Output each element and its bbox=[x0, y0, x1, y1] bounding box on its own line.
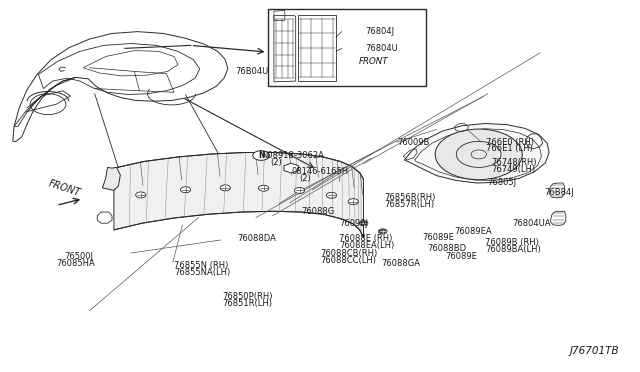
Text: 76089BA(LH): 76089BA(LH) bbox=[485, 245, 541, 254]
Text: 76088CB(RH): 76088CB(RH) bbox=[320, 249, 377, 258]
Text: 76085HA: 76085HA bbox=[56, 259, 95, 268]
Circle shape bbox=[348, 199, 358, 205]
Text: 766E0 (RH): 766E0 (RH) bbox=[486, 138, 534, 147]
Text: 76B84J: 76B84J bbox=[544, 188, 573, 197]
Text: 76804UA: 76804UA bbox=[512, 219, 550, 228]
Polygon shape bbox=[404, 124, 549, 183]
Text: N08918-3062A: N08918-3062A bbox=[261, 151, 324, 160]
Circle shape bbox=[220, 185, 230, 191]
Text: (2): (2) bbox=[299, 174, 310, 183]
Text: 08146-6165H: 08146-6165H bbox=[292, 167, 349, 176]
Text: FRONT: FRONT bbox=[358, 57, 388, 65]
Text: 76748(RH): 76748(RH) bbox=[492, 158, 537, 167]
Text: 76856R(RH): 76856R(RH) bbox=[384, 193, 435, 202]
Text: 76088GA: 76088GA bbox=[381, 259, 420, 268]
Circle shape bbox=[136, 192, 146, 198]
Circle shape bbox=[359, 221, 368, 226]
Text: 76088G: 76088G bbox=[301, 207, 334, 216]
Polygon shape bbox=[114, 153, 364, 237]
Text: 76855NA(LH): 76855NA(LH) bbox=[174, 268, 230, 277]
Polygon shape bbox=[102, 167, 120, 190]
Text: 76855N (RH): 76855N (RH) bbox=[174, 262, 228, 270]
Text: 76B04U: 76B04U bbox=[236, 67, 269, 76]
Text: 76089E: 76089E bbox=[445, 252, 477, 261]
Text: 76851R(LH): 76851R(LH) bbox=[223, 299, 273, 308]
Circle shape bbox=[259, 185, 269, 191]
Text: 76088DA: 76088DA bbox=[237, 234, 276, 243]
Text: 766E1 (LH): 766E1 (LH) bbox=[486, 144, 533, 153]
Text: 76088BD: 76088BD bbox=[428, 244, 467, 253]
Text: 76805J: 76805J bbox=[488, 178, 517, 187]
Circle shape bbox=[294, 187, 305, 193]
Text: J76701TB: J76701TB bbox=[570, 346, 620, 356]
Text: 76089EA: 76089EA bbox=[454, 227, 492, 236]
Text: 76857R(LH): 76857R(LH) bbox=[384, 200, 434, 209]
Circle shape bbox=[435, 129, 522, 180]
Text: 76804J: 76804J bbox=[365, 27, 394, 36]
Circle shape bbox=[253, 151, 269, 160]
FancyBboxPatch shape bbox=[268, 9, 426, 86]
Text: 76088EA(LH): 76088EA(LH) bbox=[339, 241, 394, 250]
Text: 76850P(RH): 76850P(RH) bbox=[223, 292, 273, 301]
Text: 76009B: 76009B bbox=[397, 138, 429, 147]
Text: 76804U: 76804U bbox=[365, 44, 397, 53]
Circle shape bbox=[180, 187, 191, 193]
Text: 76089B (RH): 76089B (RH) bbox=[485, 238, 539, 247]
Text: 76090J: 76090J bbox=[339, 219, 368, 228]
Text: 76749(LH): 76749(LH) bbox=[492, 165, 536, 174]
Text: 76500J: 76500J bbox=[64, 252, 93, 261]
Text: 76089E: 76089E bbox=[422, 233, 454, 242]
Text: N: N bbox=[258, 151, 264, 160]
Text: (2): (2) bbox=[270, 158, 282, 167]
Circle shape bbox=[378, 229, 387, 234]
Text: FRONT: FRONT bbox=[47, 178, 81, 198]
Circle shape bbox=[326, 192, 337, 198]
Text: 76088CC(LH): 76088CC(LH) bbox=[320, 256, 376, 265]
Text: 76088E (RH): 76088E (RH) bbox=[339, 234, 392, 243]
